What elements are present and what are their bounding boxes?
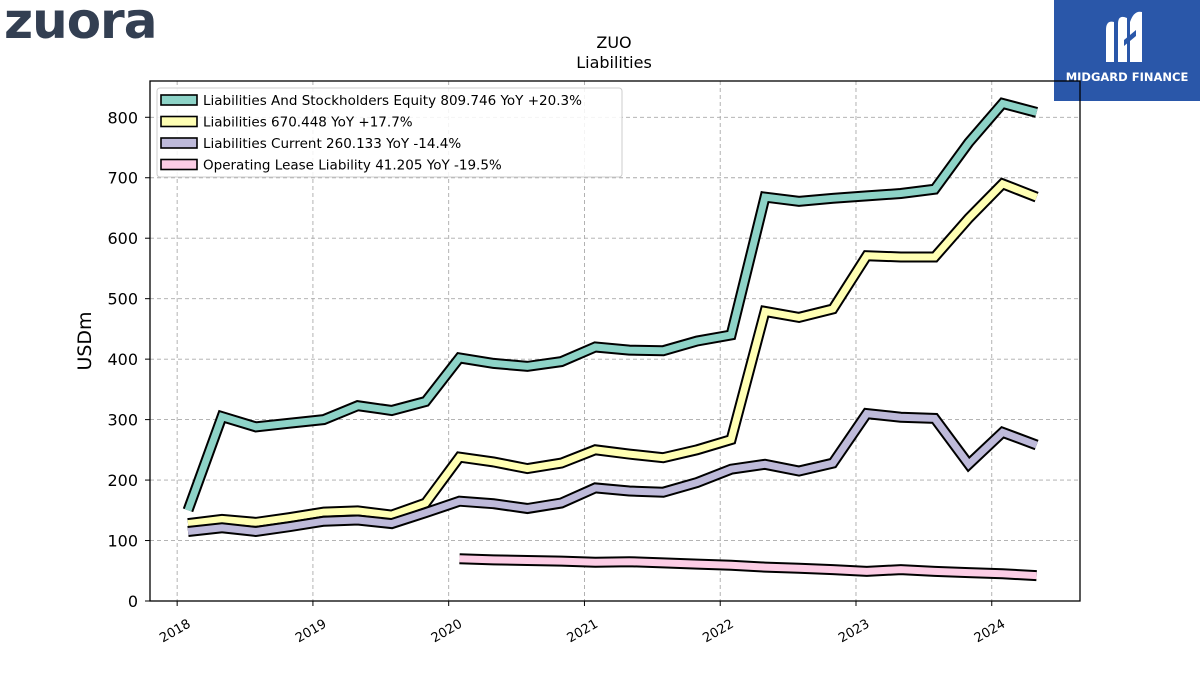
legend-label: Operating Lease Liability 41.205 YoY -19… bbox=[203, 158, 502, 174]
x-tick-label: 2024 bbox=[972, 617, 1008, 647]
series-liabilities-and-stockholders-equity bbox=[182, 97, 1039, 513]
x-tick-label: 2019 bbox=[293, 617, 329, 647]
y-axis: 0 100 200 300 400 500 600 700 800 bbox=[107, 108, 150, 611]
series-operating-lease-liability bbox=[459, 553, 1037, 582]
series-liabilities bbox=[187, 177, 1039, 530]
legend-item: Liabilities 670.448 YoY +17.7% bbox=[160, 115, 413, 131]
series-line bbox=[184, 99, 1038, 512]
series-line bbox=[187, 179, 1038, 528]
x-axis: 2018 2019 2020 2021 2022 2023 2024 bbox=[157, 601, 1008, 646]
series-line bbox=[459, 555, 1037, 580]
y-tick-label: 500 bbox=[107, 290, 138, 309]
y-tick-label: 700 bbox=[107, 169, 138, 188]
legend-swatch bbox=[160, 158, 198, 171]
grid bbox=[150, 81, 1080, 601]
chart-subtitle: Liabilities bbox=[576, 53, 652, 72]
x-tick-label: 2022 bbox=[700, 617, 736, 647]
x-tick-label: 2023 bbox=[836, 617, 872, 647]
legend-item: Liabilities Current 260.133 YoY -14.4% bbox=[160, 136, 461, 152]
midgard-mark-icon bbox=[1106, 11, 1142, 62]
y-axis-label: USDm bbox=[74, 311, 96, 370]
y-tick-label: 0 bbox=[128, 592, 138, 611]
y-tick-label: 100 bbox=[107, 532, 138, 551]
x-tick-label: 2020 bbox=[429, 617, 465, 647]
series-lines bbox=[182, 97, 1039, 582]
series-line bbox=[187, 409, 1038, 536]
legend-label: Liabilities 670.448 YoY +17.7% bbox=[203, 115, 413, 131]
y-tick-label: 800 bbox=[107, 108, 138, 127]
x-tick-label: 2018 bbox=[157, 617, 193, 647]
chart-title: ZUO bbox=[596, 33, 631, 52]
x-tick-label: 2021 bbox=[565, 617, 601, 647]
legend-item: Liabilities And Stockholders Equity 809.… bbox=[160, 93, 582, 109]
plot-area-frame bbox=[149, 80, 1081, 602]
y-tick-label: 400 bbox=[107, 350, 138, 369]
midgard-finance-logo: MIDGARD FINANCE bbox=[1054, 0, 1200, 101]
legend-item: Operating Lease Liability 41.205 YoY -19… bbox=[160, 158, 502, 174]
zuora-logo: zuora bbox=[4, 0, 157, 50]
series-liabilities-current bbox=[187, 407, 1039, 538]
legend-swatch bbox=[160, 137, 198, 149]
y-tick-label: 600 bbox=[107, 229, 138, 248]
legend-label: Liabilities And Stockholders Equity 809.… bbox=[203, 93, 582, 109]
midgard-brand-text: MIDGARD FINANCE bbox=[1065, 70, 1189, 84]
legend-box bbox=[156, 87, 623, 178]
y-tick-label: 200 bbox=[107, 471, 138, 490]
legend-swatch bbox=[160, 115, 198, 128]
legend: Liabilities And Stockholders Equity 809.… bbox=[156, 87, 623, 178]
y-tick-label: 300 bbox=[107, 411, 138, 430]
legend-label: Liabilities Current 260.133 YoY -14.4% bbox=[203, 136, 461, 152]
legend-swatch bbox=[160, 94, 198, 106]
